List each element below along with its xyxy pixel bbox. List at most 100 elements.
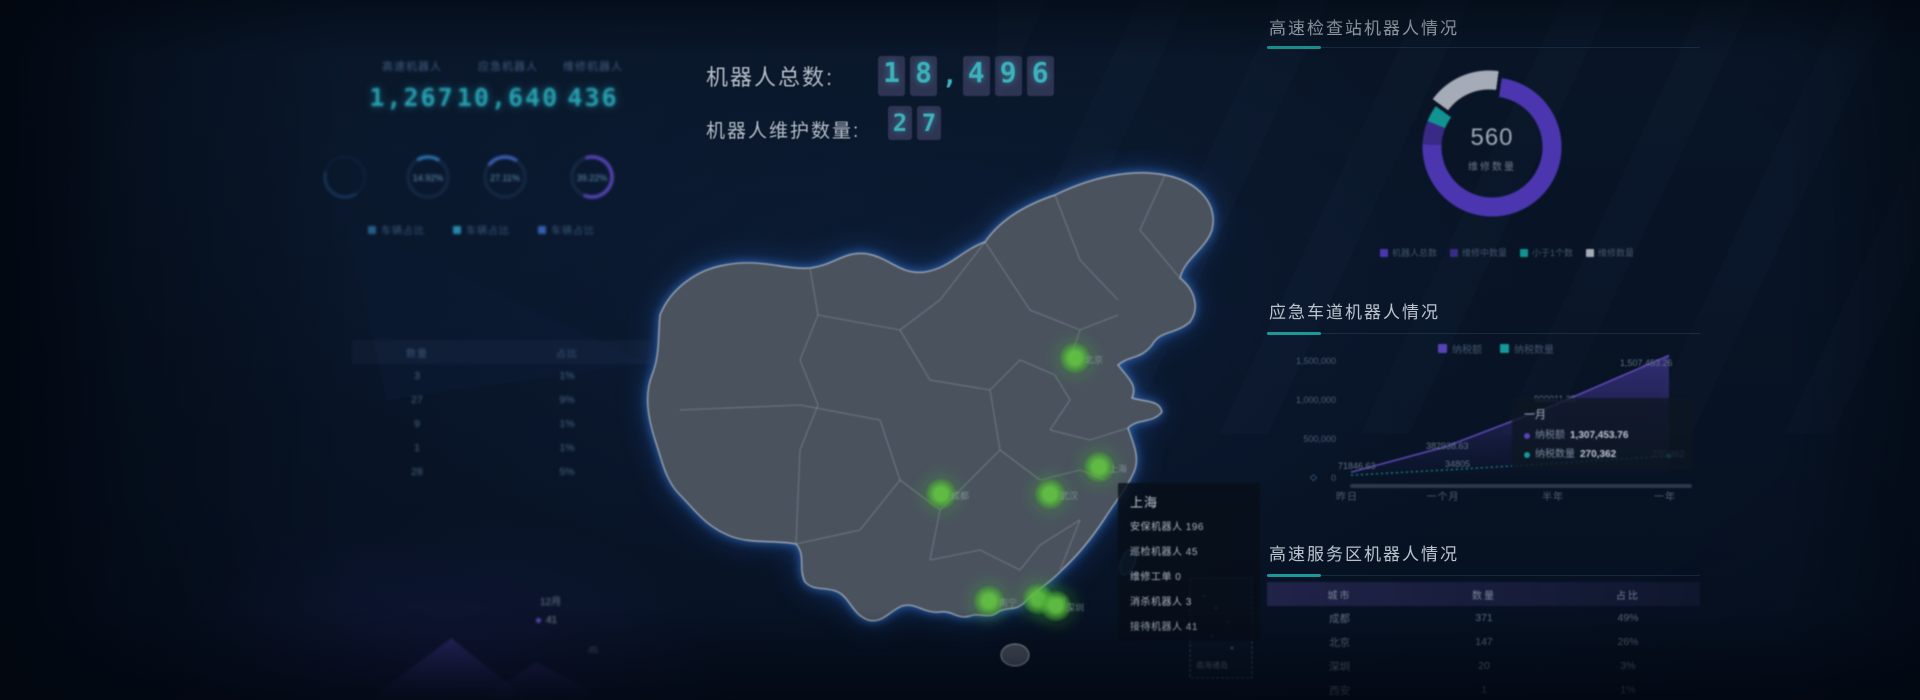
tooltip-row: 接待机器人 41 [1130,622,1198,633]
point-label: 1,507,453.26 [1620,358,1673,368]
service-panel-title: 高速服务区机器人情况 [1269,545,1459,564]
cell: 27 [411,394,423,406]
series-dot-icon [1524,432,1530,439]
legend-swatch [453,225,461,234]
legend-swatch [538,225,546,234]
table-row[interactable]: 深圳 20 3% [1267,654,1700,678]
x-axis-tick[interactable]: 一个月 [1426,492,1460,503]
legend-item[interactable]: 车辆占比 [368,222,425,237]
divider [1267,47,1700,48]
cell: 1% [1620,684,1636,696]
cell: 147 [1475,636,1493,648]
legend-item[interactable]: 维修数量 [1586,246,1634,259]
chart-tooltip-row: 纳税额 1,307,453.76 [1524,426,1680,445]
digit: 7 [917,106,941,140]
gauge-2: 27.11% [478,150,532,204]
accent-bar [1267,46,1321,49]
stat-value: 436 [567,83,619,112]
cell: 西安 [1329,684,1350,697]
point-label: 382938.63 [1426,441,1469,451]
legend-item[interactable]: 车辆占比 [453,222,510,237]
y-axis-tick: 1,500,000 [1295,356,1336,366]
tooltip-row: 巡检机器人 45 [1130,547,1198,558]
cell: 北京 [1329,636,1350,649]
tooltip-row: 维修工单 0 [1130,572,1182,583]
legend-item[interactable]: 车辆占比 [538,222,595,237]
cell: 成都 [1329,612,1350,625]
x-axis-tick[interactable]: 半年 [1542,492,1564,503]
legend-swatch [1520,248,1529,257]
tooltip-row: 消杀机器人 3 [1130,597,1192,608]
legend-swatch [1380,248,1388,257]
line-chart-tooltip: 一月 纳税额 1,307,453.76 纳税数量 270,362 [1512,398,1692,470]
city-label: 武汉 [1060,491,1079,501]
legend-swatch [1450,248,1459,257]
digit: , [942,61,958,91]
cell: 9 [414,418,420,430]
checkpoint-donut-chart[interactable]: 560 维修数量 [1414,65,1567,222]
point-label: 34805 [1445,459,1471,469]
map-tooltip-rows: 安保机器人 196 巡检机器人 45 维修工单 0 消杀机器人 3 接待机器人 41 [1130,515,1248,640]
divider [1267,333,1700,334]
digit: 9 [994,56,1022,96]
axis-marker-icon: ◇ [1310,472,1317,482]
gauge-0 [318,150,372,204]
city-label: 成都 [951,491,970,501]
cell: 深圳 [1329,660,1350,673]
column-header: 占比 [1616,590,1640,602]
service-area-table: 城市 数量 占比成都 371 49% 北京 147 26% 深圳 20 3% 西安 1 1% [1267,582,1700,700]
series-dot-icon [1524,451,1530,458]
digit: 4 [962,56,990,96]
digit: 2 [888,106,912,140]
table-row[interactable]: 成都 371 49% [1267,606,1700,630]
stat-column: 维修机器人 436 [533,58,653,112]
inset-label: 南海诸岛 [1196,661,1228,670]
y-axis-tick: 1,000,000 [1295,395,1336,405]
legend-item[interactable]: 维修中数量 [1450,246,1507,259]
stat-label: 维修机器人 [563,61,623,73]
cell: 371 [1475,612,1493,624]
chart-tooltip-row: 纳税数量 270,362 [1524,445,1680,464]
point-label: 71846.63 [1338,461,1376,471]
city-label: 上海 [1109,464,1128,474]
cell: 3% [1620,660,1636,672]
cell: 20 [1478,660,1490,672]
y-axis-tick: 500,000 [1303,434,1336,444]
donut-center-value: 560 [1470,124,1514,151]
x-axis-tick[interactable]: 一年 [1654,492,1676,503]
gauge-1: 14.92% [401,150,455,204]
hainan-island [1000,643,1030,667]
accent-bar [1267,332,1321,335]
accent-bar [1267,574,1321,577]
maintenance-count-label: 机器人维护数量: [706,121,861,142]
legend-item[interactable]: 小于1个数 [1520,246,1573,259]
map-tooltip: 上海 安保机器人 196 巡检机器人 45 维修工单 0 消杀机器人 3 接待机器人 4… [1118,483,1260,641]
donut-legend: 机器人总数 维修中数量 小于1个数 维修数量 [1380,246,1634,259]
digit: 1 [878,56,905,96]
table-row[interactable]: 北京 147 26% [1267,630,1700,654]
table-row[interactable]: 西安 1 1% [1267,678,1700,700]
x-axis-tick[interactable]: 昨日 [1336,492,1358,503]
chart-tooltip-title: 一月 [1524,409,1546,421]
cell: 49% [1617,612,1639,624]
column-header: 城市 [1327,590,1352,602]
data-zoom-slider[interactable] [1350,484,1692,488]
svg-text:27.11%: 27.11% [490,173,520,183]
mini-chart-tooltip: 41 [536,615,557,626]
city-label: 北京 [1085,355,1104,365]
cell: 1 [414,442,420,454]
cell: 3 [414,370,420,382]
service-table-header: 城市 数量 占比 [1267,582,1700,606]
mini-chart-month-label: 12月 [540,597,562,608]
chart-tooltip-rows: 纳税额 1,307,453.76 纳税数量 270,362 [1524,426,1680,464]
legend-swatch [368,225,376,234]
city-label: 深圳 [1066,603,1085,613]
legend-swatch [1586,248,1595,257]
cell: 26% [1617,636,1639,648]
cell: 1 [1481,684,1487,696]
legend-item[interactable]: 机器人总数 [1380,246,1437,259]
column-header: 数量 [1472,590,1496,602]
